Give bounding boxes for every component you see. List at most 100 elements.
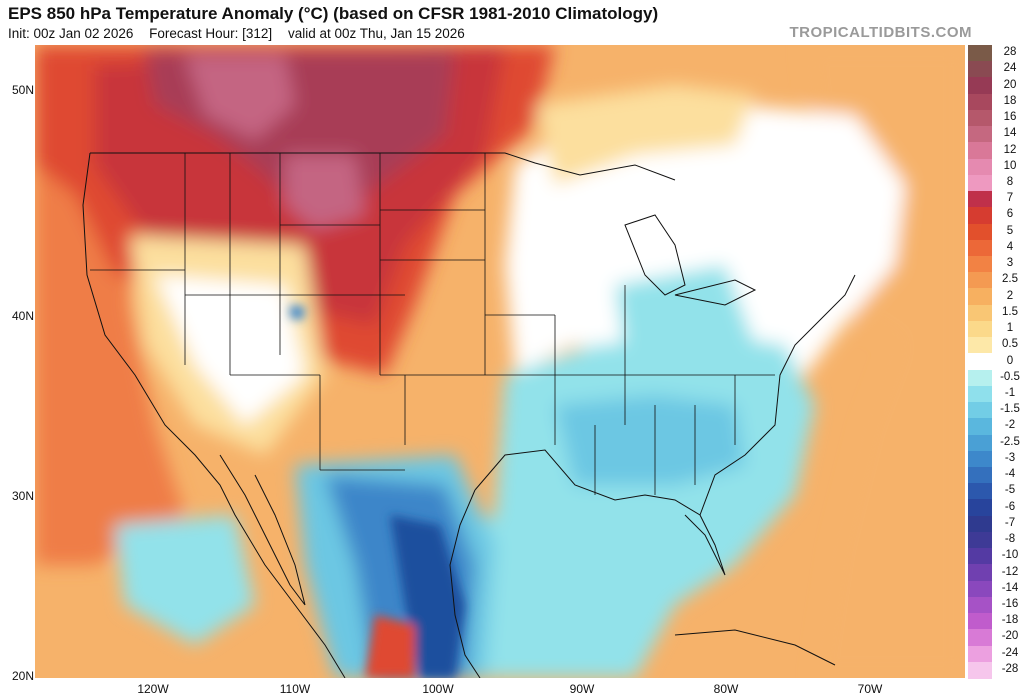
colorbar-tick-label: 4 <box>1006 240 1014 253</box>
pacific-cool-region <box>115 515 255 645</box>
lon-label-100w: 100W <box>422 682 454 696</box>
colorbar-tick-label: -8 <box>1004 533 1016 546</box>
colorbar-swatch <box>968 613 992 631</box>
forecast-hour: Forecast Hour: [312] <box>149 26 273 41</box>
us-gulf-coastline <box>474 449 726 576</box>
lakes-pale-region <box>535 85 755 185</box>
colorbar-tick-label: -2.5 <box>1000 435 1020 448</box>
lon-label-90w: 90W <box>569 682 595 696</box>
colorbar-swatch <box>968 580 992 598</box>
colorbar-swatch <box>968 483 992 501</box>
colorbar-tick-label: 14 <box>1003 127 1017 140</box>
colorbar-tick-label: 20 <box>1003 78 1017 91</box>
colorbar-tick-label: 2.5 <box>1002 273 1018 286</box>
great-lakes-outline <box>624 214 686 296</box>
colorbar-swatch <box>968 531 992 549</box>
colorbar-swatch <box>968 369 992 387</box>
lat-label-30n: 30N <box>11 489 34 503</box>
colorbar-tick-label: -28 <box>1001 662 1019 675</box>
colorbar-swatch <box>968 77 992 95</box>
mexico-gulf-coastline <box>449 489 481 678</box>
ohio-valley-cool-region <box>615 265 755 375</box>
map-title: EPS 850 hPa Temperature Anomaly (°C) (ba… <box>8 4 659 23</box>
colorbar-tick-label: 1 <box>1006 322 1014 335</box>
map-subtitle: Init: 00z Jan 02 2026 Forecast Hour: [31… <box>8 26 477 41</box>
colorbar-tick-label: -24 <box>1001 646 1019 659</box>
colorbar-tick-label: 10 <box>1003 159 1017 172</box>
anomaly-map-svg <box>35 45 965 678</box>
alberta-extreme-anomaly <box>185 55 295 140</box>
gulf-cool-region <box>455 515 675 678</box>
colorbar-tick-label: -6 <box>1004 500 1016 513</box>
colorbar-swatch <box>968 93 992 111</box>
colorbar-swatch <box>968 109 992 127</box>
lake-erie-outline <box>674 279 757 306</box>
colorbar-swatch <box>968 515 992 533</box>
lat-label-50n: 50N <box>11 83 34 97</box>
colorbar-tick-label: 6 <box>1006 208 1014 221</box>
lon-label-110w: 110W <box>279 682 311 696</box>
colorbar-tick-label: 18 <box>1003 94 1017 107</box>
colorbar-swatch <box>968 272 992 290</box>
colorbar-tick-label: 0.5 <box>1002 338 1018 351</box>
colorbar-swatch <box>968 288 992 306</box>
colorbar-tick-label: -1 <box>1004 386 1016 399</box>
colorbar-swatch <box>968 629 992 647</box>
colorbar-swatch <box>968 596 992 614</box>
colorbar-swatch <box>968 223 992 241</box>
lon-label-80w: 80W <box>713 682 739 696</box>
colorbar-swatch <box>968 191 992 209</box>
cuba-outline <box>674 629 836 666</box>
colorbar-tick-label: -7 <box>1004 516 1016 529</box>
colorbar-tick-label: 12 <box>1003 143 1017 156</box>
montana-extreme-anomaly <box>285 155 365 230</box>
colorbar-swatch <box>968 661 992 679</box>
colorbar-tick-label: 0 <box>1006 354 1014 367</box>
colorbar-swatch <box>968 158 992 176</box>
state-boundaries <box>90 153 775 495</box>
init-time: Init: 00z Jan 02 2026 <box>8 26 134 41</box>
colorbar-swatch <box>968 304 992 322</box>
colorbar-swatch <box>968 418 992 436</box>
lon-label-70w: 70W <box>857 682 883 696</box>
colorbar-swatch <box>968 239 992 257</box>
colorbar-swatch <box>968 564 992 582</box>
east-neutral-region <box>505 105 905 385</box>
colorbar-tick-label: -10 <box>1001 549 1019 562</box>
colorbar-swatch <box>968 434 992 452</box>
colorbar-tick-label: -4 <box>1004 468 1016 481</box>
colorbar-tick-label: 8 <box>1006 175 1014 188</box>
colorbar-swatch <box>968 467 992 484</box>
colorbar-tick-label: -12 <box>1001 565 1019 578</box>
east-coastline <box>699 274 856 516</box>
colorbar-swatch <box>968 61 992 79</box>
colorbar-tick-label: -14 <box>1001 581 1019 594</box>
colorbar-tick-label: -1.5 <box>1000 403 1020 416</box>
colorbar-swatch <box>968 174 992 192</box>
site-watermark: TROPICALTIDBITS.COM <box>789 24 972 41</box>
colorbar-tick-label: 16 <box>1003 111 1017 124</box>
colorbar-swatch <box>968 45 992 62</box>
colorbar-swatch <box>968 499 992 517</box>
colorbar-tick-label: 7 <box>1006 192 1014 205</box>
mexico-very-cold-core <box>390 515 465 678</box>
valid-time: valid at 00z Thu, Jan 15 2026 <box>287 26 465 41</box>
lat-label-20n: 20N <box>11 669 34 683</box>
colorbar-tick-label: -20 <box>1001 630 1019 643</box>
colorbar-swatch <box>968 353 992 371</box>
baja-peninsula-outline <box>219 454 306 606</box>
colorbar-swatch <box>968 645 992 663</box>
colorbar-tick-label: 24 <box>1003 62 1017 75</box>
colorbar-swatch <box>968 450 992 468</box>
colorbar-tick-label: -5 <box>1004 484 1016 497</box>
colorbar-swatch <box>968 385 992 403</box>
colorbar-tick-label: -2 <box>1004 419 1016 432</box>
canada-border-line <box>90 152 676 181</box>
colorbar-swatch <box>968 402 992 420</box>
anomaly-map <box>35 45 965 678</box>
gulf-states-cool-region <box>555 395 745 485</box>
colorbar-swatch <box>968 142 992 160</box>
colorbar-swatch <box>968 548 992 566</box>
colorbar-swatch <box>968 320 992 338</box>
colorbar-swatch <box>968 256 992 273</box>
